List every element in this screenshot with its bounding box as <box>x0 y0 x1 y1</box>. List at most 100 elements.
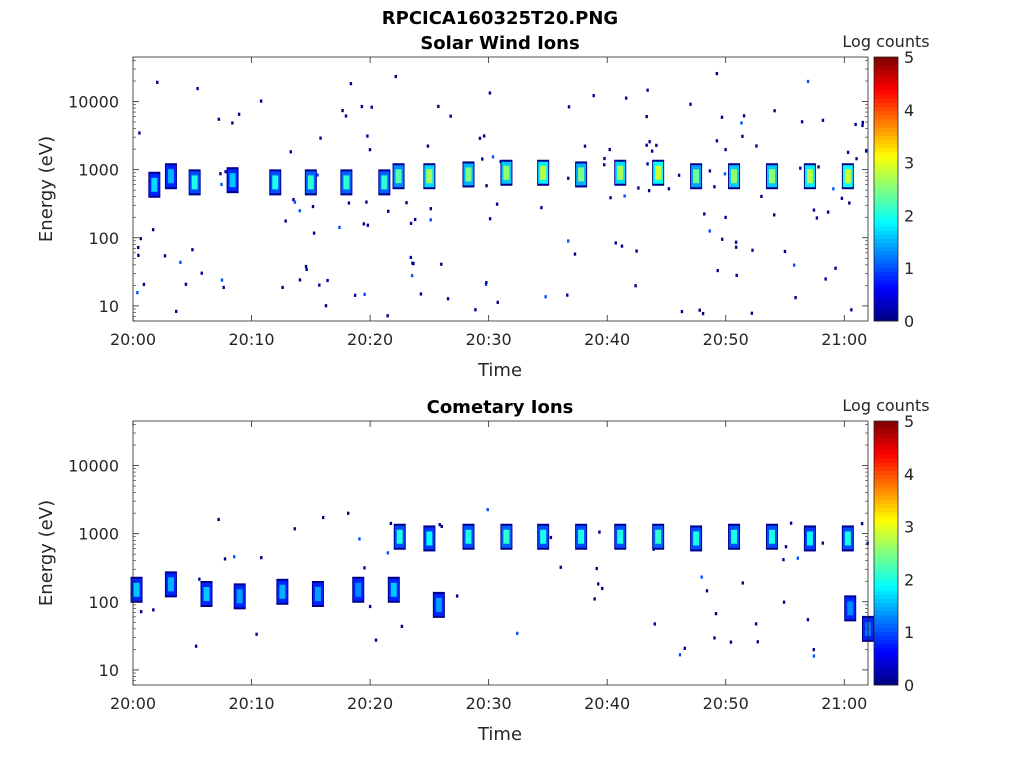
spectrogram-cell <box>800 120 804 124</box>
colorbar-segment <box>874 627 898 632</box>
spectrogram-cell <box>191 248 194 252</box>
colorbar-tick-label: 4 <box>904 465 914 484</box>
burst-core <box>314 586 321 601</box>
y-tick-label: 1000 <box>78 525 119 544</box>
colorbar-segment <box>874 259 898 264</box>
colorbar-segment <box>874 639 898 645</box>
spectrogram-cell <box>714 612 718 616</box>
colorbar-segment <box>874 180 898 186</box>
spectrogram-cell <box>567 105 571 109</box>
colorbar-segment <box>874 222 898 227</box>
spectrogram-cell <box>742 114 746 118</box>
x-axis-label-cometary: Time <box>477 724 522 745</box>
spectrogram-cell <box>713 185 716 189</box>
colorbar-segment <box>874 445 898 451</box>
spectrogram-cell <box>683 646 687 650</box>
x-axis-label-solar-wind: Time <box>477 360 522 381</box>
spectrogram-cell <box>455 594 459 598</box>
y-tick-label: 10 <box>99 297 119 316</box>
spectrogram-cell <box>715 139 719 143</box>
spectrogram-cell <box>751 248 754 252</box>
x-tick-label: 20:30 <box>466 694 512 713</box>
spectrogram-cell <box>850 308 853 312</box>
spectrogram-cell <box>485 184 488 188</box>
colorbar-segment <box>874 643 898 649</box>
spectrogram-cell <box>491 155 495 159</box>
spectrogram-cell <box>137 245 140 250</box>
y-axis-label-solar-wind: Energy (eV) <box>36 136 57 242</box>
burst-core <box>655 165 662 180</box>
spectrogram-cell <box>478 136 482 140</box>
colorbar-segment <box>874 275 898 281</box>
spectrogram-cell <box>311 204 315 209</box>
y-tick-label: 100 <box>88 229 119 248</box>
spectrogram-cell <box>601 586 604 591</box>
spectrogram-cell <box>196 86 199 91</box>
spectrogram-cell <box>716 268 719 273</box>
colorbar-tick-label: 5 <box>904 48 914 67</box>
burst-core <box>465 529 472 544</box>
colorbar-segment <box>874 499 898 504</box>
colorbar-segment <box>874 553 898 558</box>
colorbar-label-cometary: Log counts <box>842 396 929 415</box>
burst-core <box>396 529 403 544</box>
spectrogram-cell <box>724 215 727 220</box>
spectrogram-cell <box>222 285 225 290</box>
burst-core <box>229 173 236 188</box>
burst-core <box>844 169 851 184</box>
spectrogram-cell <box>409 221 413 225</box>
colorbar-segment <box>874 548 898 554</box>
spectrogram-cell <box>386 314 389 318</box>
spectrogram-cell <box>281 285 284 290</box>
spectrogram-cell <box>219 172 222 176</box>
spectrogram-cell <box>701 312 705 316</box>
spectrogram-cell <box>366 223 370 227</box>
colorbar-segment <box>874 429 898 434</box>
spectrogram-cell <box>824 277 827 281</box>
burst-core <box>503 529 510 544</box>
spectrogram-cell <box>233 555 236 559</box>
colorbar-segment <box>874 491 898 496</box>
colorbar-segment <box>874 288 898 293</box>
colorbar-segment <box>874 98 898 103</box>
spectrogram-cell <box>156 80 159 84</box>
colorbar-segment <box>874 619 898 624</box>
spectrogram-cell <box>495 202 499 206</box>
colorbar-segment <box>874 69 898 74</box>
x-tick-label: 21:00 <box>821 694 867 713</box>
spectrogram-cell <box>324 304 328 308</box>
spectrogram-cell <box>419 292 423 296</box>
spectrogram-cell <box>440 262 443 266</box>
spectrogram-cell <box>815 216 819 220</box>
colorbar-segment <box>874 474 898 480</box>
colorbar-segment <box>874 586 898 591</box>
spectrogram-cell <box>834 266 837 270</box>
colorbar-segment <box>874 598 898 603</box>
spectrogram-cell <box>854 122 857 127</box>
colorbar-tick-label: 0 <box>904 312 914 331</box>
spectrogram-cell <box>358 537 361 541</box>
spectrogram-cell <box>304 264 308 269</box>
burst-core <box>167 169 174 184</box>
spectrogram-cell <box>142 282 146 286</box>
spectrogram-cell <box>175 309 178 313</box>
spectrogram-cell <box>179 260 182 264</box>
spectrogram-cell <box>667 187 671 191</box>
colorbar-tick-label: 1 <box>904 623 914 642</box>
colorbar-segment <box>874 102 898 107</box>
spectrogram-cell <box>855 157 858 161</box>
burst-core <box>578 167 585 182</box>
colorbar-segment <box>874 577 898 583</box>
spectrogram-cell <box>298 209 301 213</box>
spectrogram-cell <box>637 186 640 190</box>
colorbar-segment <box>874 565 898 570</box>
spectrogram-cell <box>799 166 802 170</box>
colorbar-segment <box>874 569 898 575</box>
colorbar-segment <box>874 201 898 206</box>
burst-core <box>768 169 775 184</box>
panel-cometary-ions: Cometary Ions 20:00 20:10 20:20 20:30 20:40 2… <box>36 396 930 745</box>
spectrogram-cell <box>734 240 738 244</box>
spectrogram-cell <box>362 222 366 226</box>
spectrogram-cell <box>289 150 292 154</box>
spectrogram-cell <box>486 508 489 512</box>
